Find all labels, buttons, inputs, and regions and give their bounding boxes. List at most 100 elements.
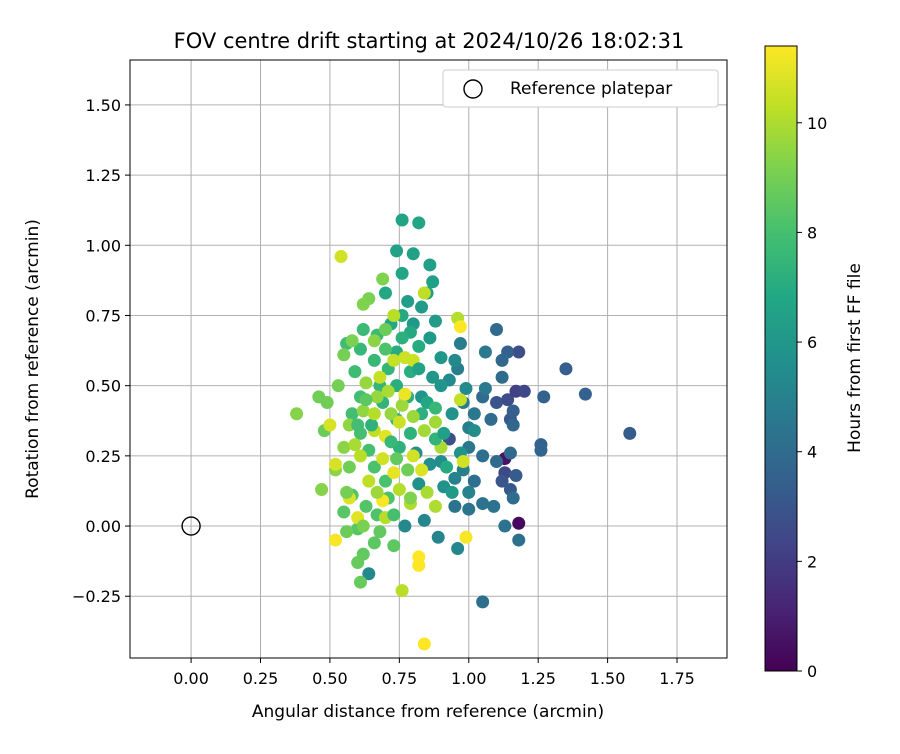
data-point (387, 308, 401, 322)
x-tick-label: 1.00 (451, 669, 487, 688)
data-point (351, 556, 365, 570)
data-point (356, 404, 370, 418)
colorbar-tick-label: 6 (807, 333, 817, 352)
chart-title: FOV centre drift starting at 2024/10/26 … (174, 29, 685, 53)
data-point (426, 370, 440, 384)
data-point (453, 393, 467, 407)
data-point (448, 471, 462, 485)
data-point (415, 463, 429, 477)
y-tick-label: 0.50 (85, 377, 121, 396)
data-point (415, 300, 429, 314)
data-point (345, 407, 359, 421)
data-point (495, 353, 509, 367)
x-tick-label: 0.25 (243, 669, 279, 688)
data-point (412, 339, 426, 353)
data-point (403, 491, 417, 505)
grid-lines (130, 60, 727, 658)
data-point (440, 460, 454, 474)
data-point (331, 379, 345, 393)
plot-frame (129, 59, 728, 659)
data-point (448, 353, 462, 367)
data-point (392, 483, 406, 497)
colorbar-ticks: 0 2 4 6 8 10 (797, 114, 827, 681)
data-point (467, 474, 481, 488)
data-point (434, 379, 448, 393)
data-point (395, 213, 409, 227)
data-point (476, 595, 490, 609)
data-point (351, 418, 365, 432)
data-point (490, 323, 504, 337)
data-point (401, 463, 415, 477)
data-point (378, 342, 392, 356)
data-point (353, 342, 367, 356)
data-point (367, 353, 381, 367)
data-point (367, 460, 381, 474)
data-point (428, 401, 442, 415)
data-point (476, 497, 490, 511)
data-point (453, 337, 467, 351)
data-point (356, 519, 370, 533)
y-axis-ticks: −0.25 0.00 0.25 0.50 0.75 1.00 1.25 1.50 (72, 96, 130, 606)
x-tick-label: 1.50 (590, 669, 626, 688)
y-tick-label: 1.50 (85, 96, 121, 115)
x-tick-label: 0.75 (382, 669, 418, 688)
data-point (428, 499, 442, 513)
data-point (623, 426, 637, 440)
data-point (431, 530, 445, 544)
data-point (506, 404, 520, 418)
data-point (495, 474, 509, 488)
data-point (334, 250, 348, 264)
data-point (342, 460, 356, 474)
colorbar-label: Hours from first FF file (845, 263, 865, 453)
data-point (417, 513, 431, 527)
data-point (495, 370, 509, 384)
data-point (534, 443, 548, 457)
data-point (467, 407, 481, 421)
data-point (370, 390, 384, 404)
y-tick-label: 1.25 (85, 166, 121, 185)
data-point (376, 272, 390, 286)
data-point (362, 474, 376, 488)
x-tick-label: 0.50 (312, 669, 348, 688)
data-point (356, 323, 370, 337)
data-point (437, 426, 451, 440)
x-axis-label: Angular distance from reference (arcmin) (252, 702, 604, 722)
data-point (337, 505, 351, 519)
data-point (512, 516, 526, 530)
data-point (395, 584, 409, 598)
x-axis-ticks: 0.00 0.25 0.50 0.75 1.00 1.25 1.50 1.75 (173, 658, 695, 688)
data-point (359, 499, 373, 513)
data-point (356, 297, 370, 311)
data-point (476, 449, 490, 463)
data-point (365, 418, 379, 432)
reference-point-marker (181, 516, 201, 536)
y-tick-label: 0.75 (85, 306, 121, 325)
data-point (340, 485, 354, 499)
x-tick-label: 0.00 (173, 669, 209, 688)
data-point (412, 362, 426, 376)
data-point (498, 519, 512, 533)
data-point (453, 320, 467, 334)
data-point (459, 381, 473, 395)
data-point (434, 351, 448, 365)
data-point (428, 415, 442, 429)
data-point (578, 387, 592, 401)
data-point (384, 435, 398, 449)
legend: Reference platepar (442, 69, 719, 108)
data-point (381, 384, 395, 398)
y-axis-label: Rotation from reference (arcmin) (23, 219, 43, 499)
data-point (509, 469, 523, 483)
data-point (395, 331, 409, 345)
y-tick-label: 1.00 (85, 236, 121, 255)
data-point (395, 266, 409, 280)
legend-marker-open-circle-icon (463, 79, 483, 99)
data-point (398, 519, 412, 533)
colorbar: 0 2 4 6 8 10 Hours from first FF file (764, 45, 865, 681)
data-point (462, 502, 476, 516)
data-point (359, 393, 373, 407)
data-point (398, 387, 412, 401)
x-tick-label: 1.75 (659, 669, 695, 688)
data-point (417, 286, 431, 300)
data-point (406, 247, 420, 261)
